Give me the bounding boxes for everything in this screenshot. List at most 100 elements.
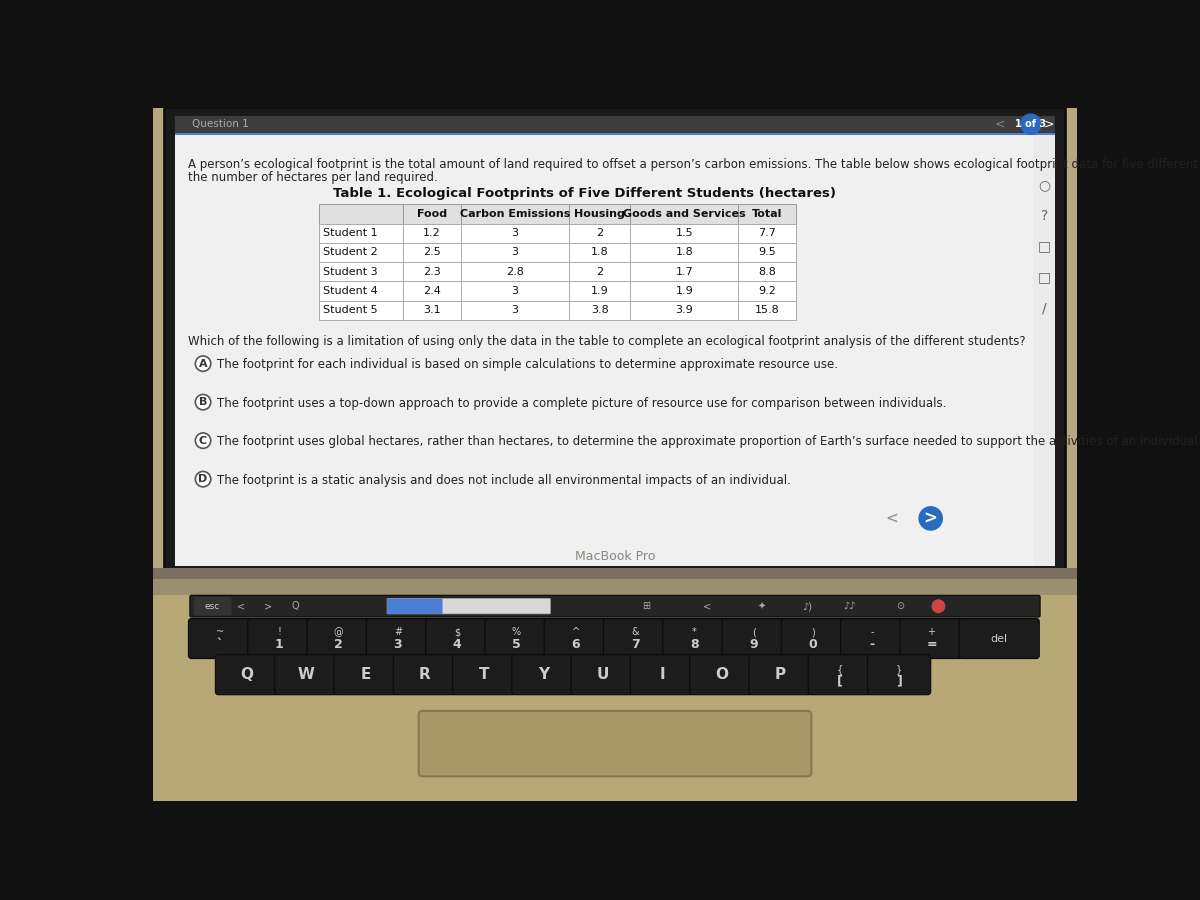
Bar (738, 243, 796, 262)
Text: /: / (1043, 302, 1046, 315)
Text: -: - (870, 627, 874, 637)
Bar (154, 580, 1078, 595)
FancyBboxPatch shape (604, 618, 666, 659)
Bar (461, 204, 569, 223)
Text: 1.7: 1.7 (676, 266, 694, 276)
Text: 9.2: 9.2 (758, 286, 776, 296)
Text: ~: ~ (216, 627, 224, 637)
FancyBboxPatch shape (722, 618, 785, 659)
Text: 9: 9 (749, 638, 758, 651)
Text: 1.8: 1.8 (590, 248, 608, 257)
Text: ♪♪: ♪♪ (844, 601, 856, 611)
Text: 1.2: 1.2 (424, 228, 442, 238)
Bar (738, 281, 796, 301)
Circle shape (196, 472, 211, 487)
Bar (738, 301, 796, 320)
Bar (461, 281, 569, 301)
Circle shape (931, 599, 946, 613)
Text: Table 1. Ecological Footprints of Five Different Students (hectares): Table 1. Ecological Footprints of Five D… (332, 187, 835, 201)
Bar (403, 223, 461, 243)
Text: 9.5: 9.5 (758, 248, 776, 257)
Text: -: - (870, 638, 875, 651)
Text: %: % (512, 627, 521, 637)
Bar (174, 135, 1033, 566)
FancyBboxPatch shape (215, 654, 278, 695)
Text: 2.3: 2.3 (424, 266, 442, 276)
FancyBboxPatch shape (900, 618, 964, 659)
FancyBboxPatch shape (426, 618, 488, 659)
Text: Student 5: Student 5 (323, 305, 378, 315)
Text: R: R (419, 667, 431, 682)
Text: 4: 4 (452, 638, 462, 651)
Bar (630, 243, 738, 262)
Bar (154, 580, 1078, 801)
FancyBboxPatch shape (485, 618, 548, 659)
Text: 3.1: 3.1 (424, 305, 440, 315)
Text: Student 1: Student 1 (323, 228, 378, 238)
Bar (569, 281, 630, 301)
Circle shape (196, 394, 211, 410)
Bar (461, 243, 569, 262)
Bar (461, 301, 569, 320)
Bar (569, 301, 630, 320)
Text: □: □ (1038, 270, 1051, 284)
Text: The footprint is a static analysis and does not include all environmental impact: The footprint is a static analysis and d… (217, 473, 791, 487)
Circle shape (1020, 113, 1042, 135)
Text: ✦: ✦ (757, 601, 766, 611)
Text: *: * (692, 627, 697, 637)
Text: Q: Q (240, 667, 253, 682)
Text: 3: 3 (511, 305, 518, 315)
FancyBboxPatch shape (388, 598, 551, 614)
Text: +: + (928, 627, 936, 637)
Text: 2: 2 (596, 228, 604, 238)
Text: (: ( (751, 627, 756, 637)
Text: A person’s ecological footprint is the total amount of land required to offset a: A person’s ecological footprint is the t… (187, 158, 1200, 171)
Text: The footprint uses a top-down approach to provide a complete picture of resource: The footprint uses a top-down approach t… (217, 397, 947, 410)
Bar (630, 204, 738, 223)
Text: ○: ○ (1038, 178, 1051, 192)
Text: T: T (479, 667, 490, 682)
Text: Housing: Housing (574, 209, 625, 219)
Text: =: = (926, 638, 937, 651)
Text: >: > (1043, 118, 1054, 130)
Text: Which of the following is a limitation of using only the data in the table to co: Which of the following is a limitation o… (187, 335, 1025, 348)
Text: 5: 5 (512, 638, 521, 651)
Text: The footprint uses global hectares, rather than hectares, to determine the appro: The footprint uses global hectares, rath… (217, 436, 1200, 448)
FancyBboxPatch shape (512, 654, 575, 695)
Text: 3: 3 (394, 638, 402, 651)
Text: 7: 7 (631, 638, 640, 651)
Text: 1.9: 1.9 (590, 286, 608, 296)
Text: ): ) (811, 627, 815, 637)
Text: &: & (631, 627, 638, 637)
Text: ⊙: ⊙ (896, 601, 904, 611)
FancyBboxPatch shape (188, 618, 252, 659)
Text: <: < (886, 511, 899, 526)
Bar (318, 281, 403, 301)
Bar (318, 301, 403, 320)
FancyBboxPatch shape (307, 618, 370, 659)
Text: Y: Y (538, 667, 548, 682)
Bar (403, 262, 461, 281)
Text: 2: 2 (596, 266, 604, 276)
Bar (569, 223, 630, 243)
FancyBboxPatch shape (544, 618, 607, 659)
Text: 1.9: 1.9 (676, 286, 694, 296)
Text: `: ` (217, 638, 223, 651)
Text: ♪): ♪) (803, 601, 812, 611)
Bar (154, 568, 1078, 580)
Text: 1 of 3: 1 of 3 (1015, 119, 1046, 130)
FancyBboxPatch shape (419, 711, 811, 777)
Text: The footprint for each individual is based on simple calculations to determine a: The footprint for each individual is bas… (217, 358, 838, 371)
Bar (403, 243, 461, 262)
Text: 3.9: 3.9 (676, 305, 694, 315)
Bar (569, 204, 630, 223)
Text: 2: 2 (334, 638, 343, 651)
Text: W: W (298, 667, 314, 682)
Text: 3: 3 (511, 286, 518, 296)
FancyBboxPatch shape (690, 654, 752, 695)
Bar (174, 116, 1056, 566)
Bar (403, 301, 461, 320)
Text: ?: ? (1042, 209, 1049, 223)
Text: 1: 1 (275, 638, 283, 651)
Text: esc: esc (205, 602, 220, 611)
